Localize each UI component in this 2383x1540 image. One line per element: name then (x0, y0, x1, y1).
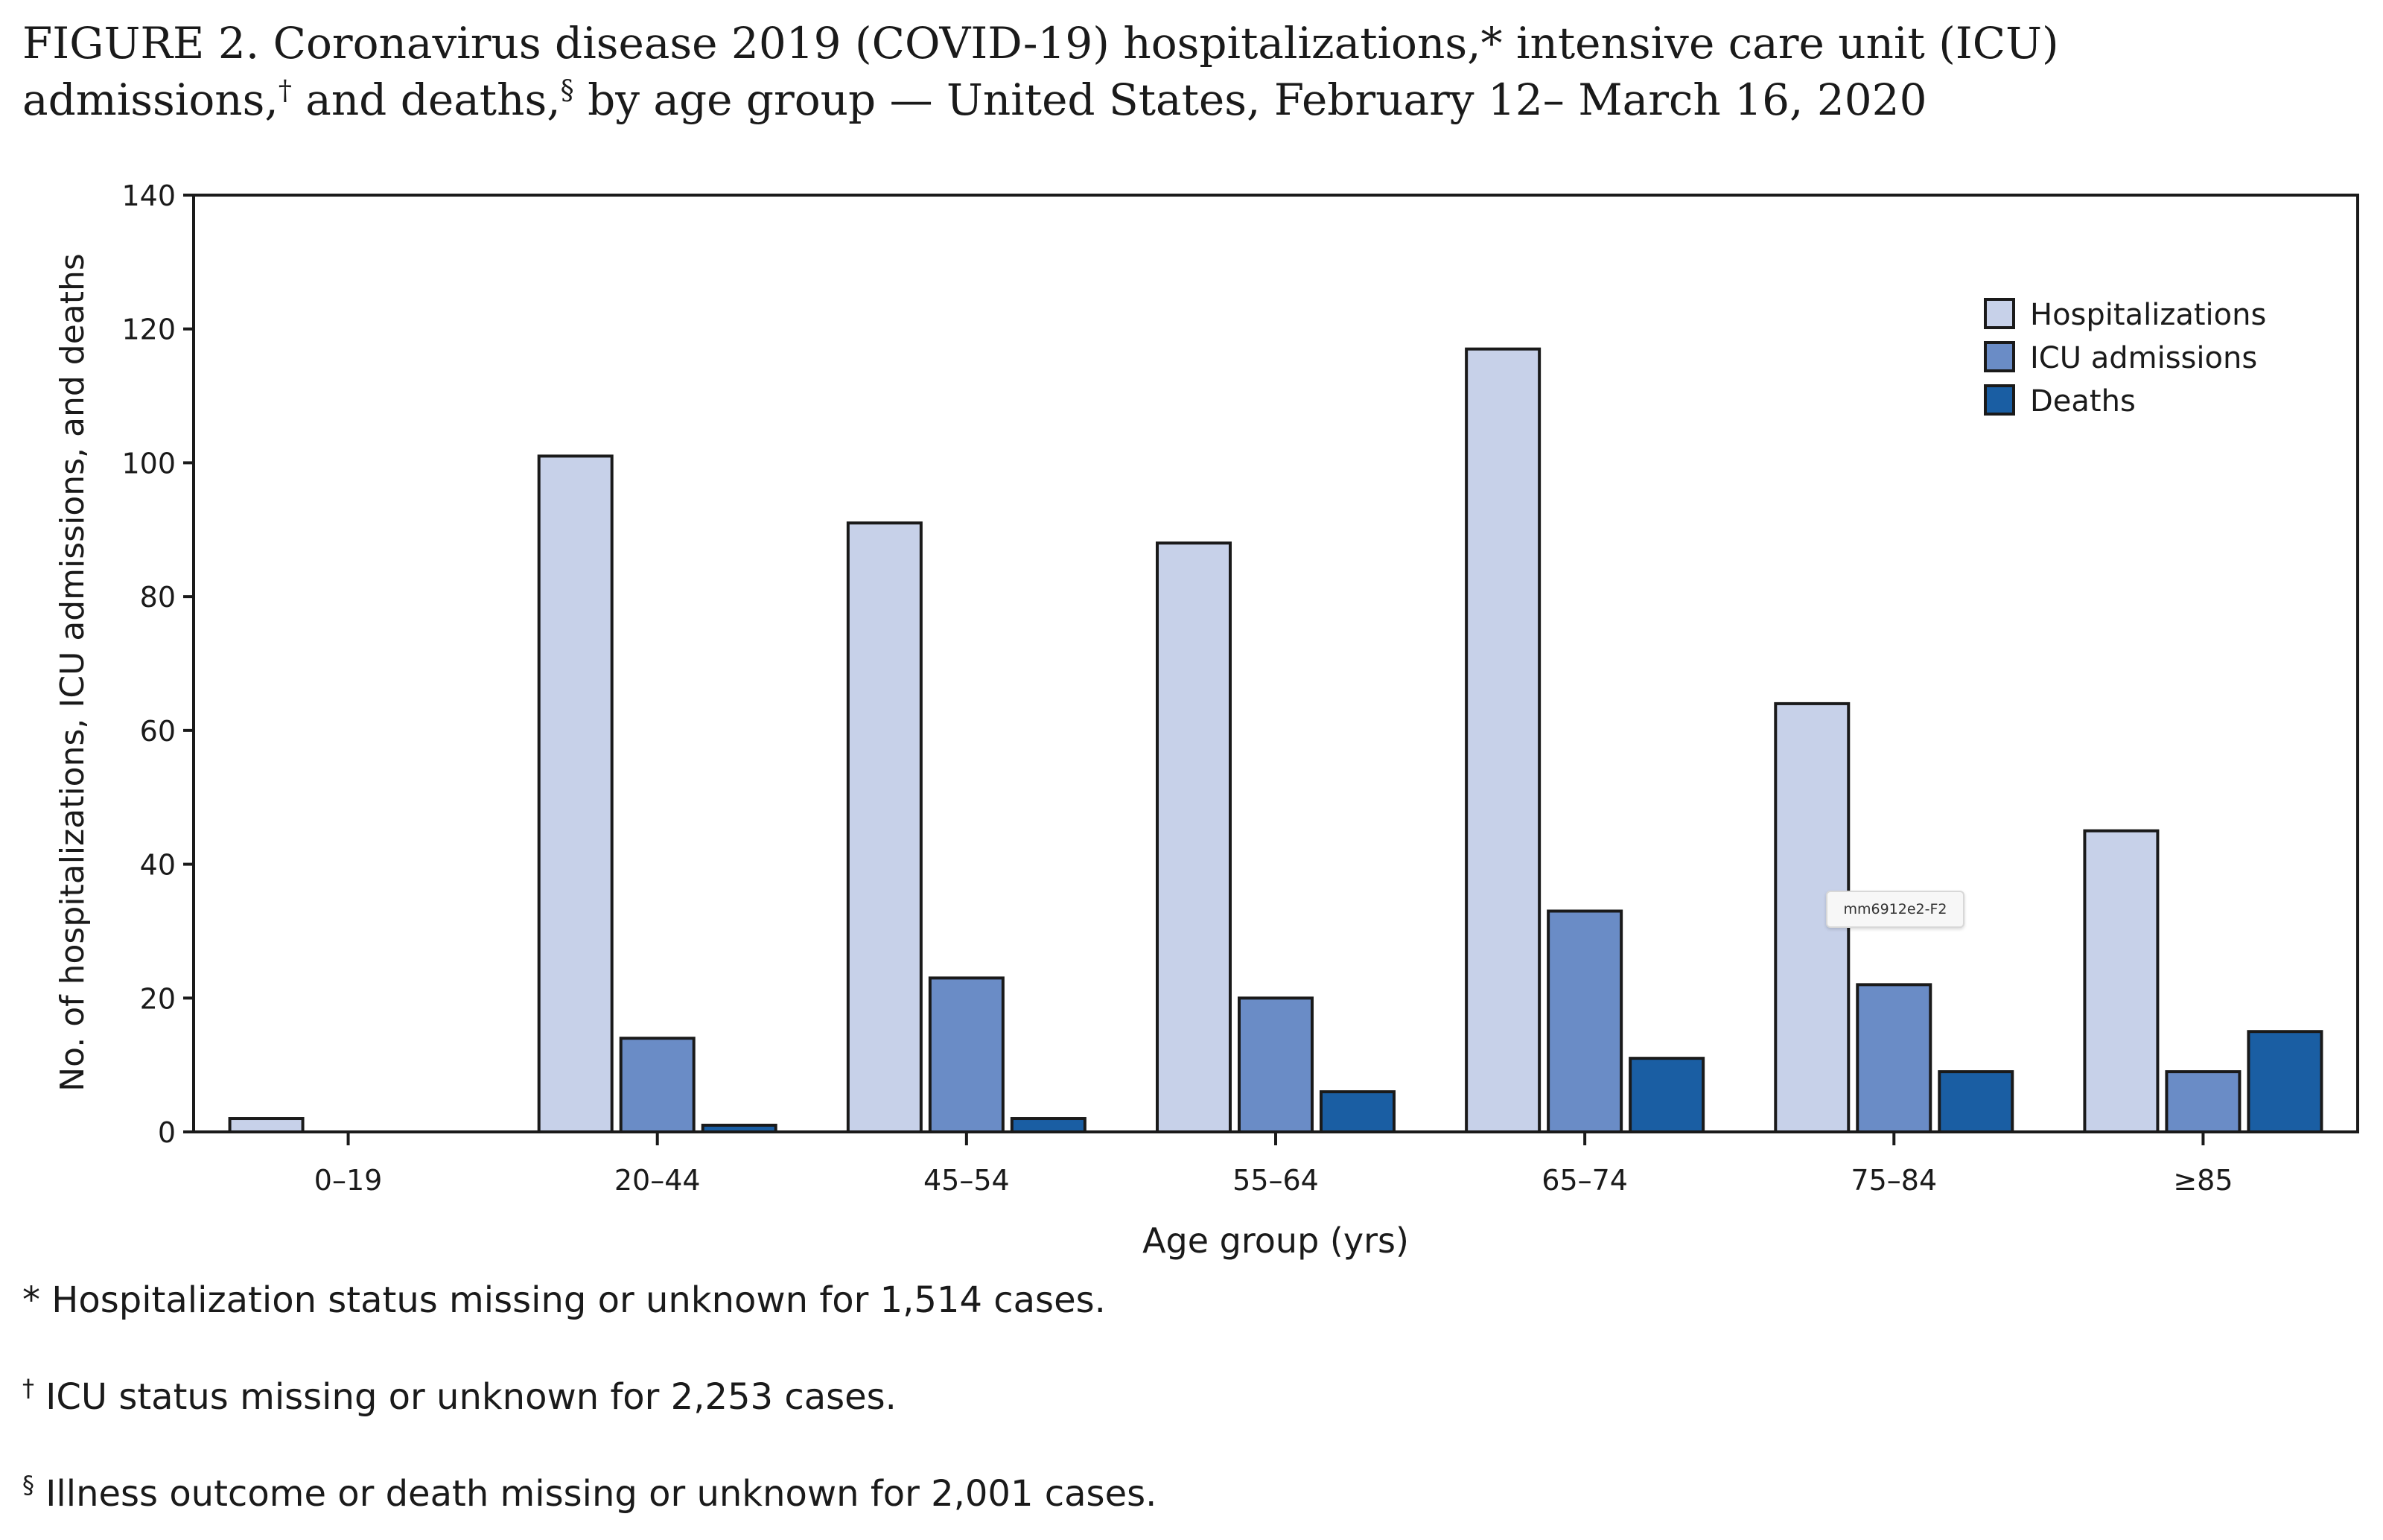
bar-icu-admissions-4 (1547, 909, 1623, 1133)
y-tick-label: 140 (121, 179, 176, 212)
bar-icu-admissions-6 (2165, 1070, 2242, 1133)
footnote-deaths: § Illness outcome or death missing or un… (22, 1473, 1156, 1515)
footnote-hospitalization: * Hospitalization status missing or unkn… (22, 1279, 1106, 1321)
y-tick-label: 0 (158, 1116, 176, 1149)
title-text-4: by age group — United States, February 1… (573, 74, 1927, 125)
title-footnote-mark-1: * (1480, 18, 1503, 69)
legend-swatch-deaths (1984, 384, 2015, 416)
bar-hospitalizations-6 (2083, 829, 2160, 1133)
footnote-mark: * (22, 1279, 40, 1321)
bar-hospitalizations-4 (1465, 347, 1542, 1134)
title-text-1: FIGURE 2. Coronavirus disease 2019 (COVI… (22, 18, 1481, 69)
footnote-mark: † (22, 1374, 34, 1402)
bar-icu-admissions-5 (1856, 983, 1932, 1134)
y-tick-label: 100 (121, 447, 176, 480)
footnote-text: Hospitalization status missing or unknow… (40, 1279, 1106, 1321)
footnote-text: ICU status missing or unknown for 2,253 … (34, 1376, 897, 1418)
bar-deaths-5 (1938, 1070, 2014, 1133)
bar-hospitalizations-1 (537, 454, 614, 1133)
bar-deaths-2 (1010, 1117, 1086, 1133)
bar-icu-admissions-3 (1238, 996, 1314, 1134)
y-tick-label: 20 (140, 982, 176, 1015)
bar-deaths-1 (701, 1124, 777, 1133)
y-tick-label: 120 (121, 314, 176, 346)
bar-deaths-6 (2247, 1030, 2323, 1133)
plot-frame (192, 194, 2359, 1133)
y-axis-label: No. of hospitalizations, ICU admissions,… (54, 253, 92, 1092)
bar-deaths-3 (1320, 1090, 1396, 1133)
bar-icu-admissions-2 (928, 976, 1005, 1134)
title-text-2: intensive care unit (ICU) admissions, (22, 18, 2059, 125)
x-tick-label: ≥85 (2173, 1164, 2233, 1197)
x-tick-label: 65–74 (1542, 1164, 1628, 1197)
bar-hospitalizations-0 (228, 1117, 305, 1133)
x-tick-label: 55–64 (1232, 1164, 1319, 1197)
bar-deaths-4 (1629, 1057, 1705, 1133)
legend-label-deaths: Deaths (2030, 384, 2136, 419)
title-footnote-mark-2: † (278, 75, 292, 106)
x-tick-label: 20–44 (614, 1164, 701, 1197)
figure-title: FIGURE 2. Coronavirus disease 2019 (COVI… (22, 15, 2331, 128)
title-footnote-mark-3: § (560, 75, 574, 106)
y-tick-label: 60 (140, 715, 176, 748)
x-tick-label: 45–54 (923, 1164, 1010, 1197)
footnote-mark: § (22, 1471, 34, 1499)
bar-hospitalizations-2 (846, 521, 923, 1133)
x-axis-label: Age group (yrs) (1142, 1221, 1409, 1261)
y-tick-label: 40 (140, 849, 176, 882)
legend-label-icu-admissions: ICU admissions (2030, 341, 2257, 375)
x-tick-label: 75–84 (1851, 1164, 1937, 1197)
legend-swatch-hospitalizations (1984, 298, 2015, 329)
title-text-3: and deaths, (291, 74, 561, 125)
footnote-icu: † ICU status missing or unknown for 2,25… (22, 1376, 897, 1418)
legend-label-hospitalizations: Hospitalizations (2030, 298, 2266, 332)
bar-icu-admissions-1 (619, 1037, 696, 1133)
x-tick-label: 0–19 (314, 1164, 383, 1197)
y-tick-label: 80 (140, 581, 176, 614)
footnote-text: Illness outcome or death missing or unkn… (34, 1473, 1157, 1515)
legend-swatch-icu-admissions (1984, 341, 2015, 372)
figure-id-tag: mm6912e2-F2 (1826, 891, 1964, 928)
bar-hospitalizations-3 (1156, 541, 1232, 1133)
